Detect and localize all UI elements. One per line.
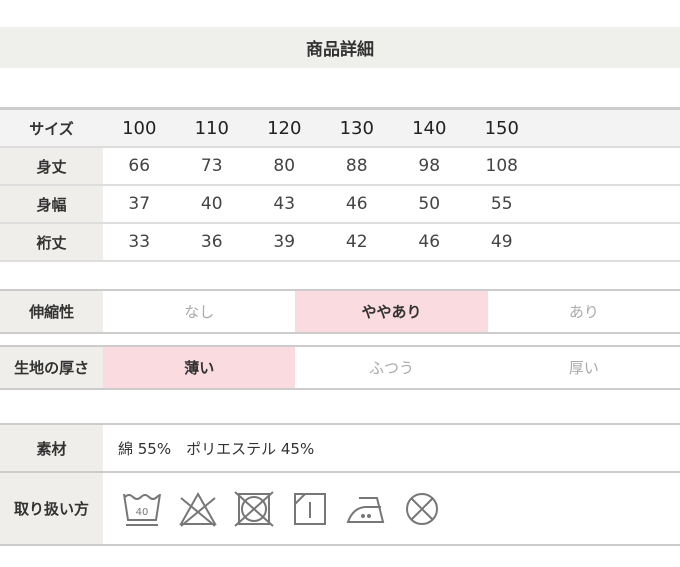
page-title: 商品詳細: [0, 27, 680, 68]
stretch-option-some: ややあり: [295, 290, 488, 334]
size-cell: 110: [175, 108, 248, 148]
iron-medium-icon: [346, 496, 385, 523]
value-cell: 80: [248, 147, 321, 186]
value-cell: 37: [103, 185, 176, 224]
size-cell: 100: [103, 108, 176, 148]
row-label: 裄丈: [0, 223, 103, 262]
no-tumble-dry-icon: [234, 490, 274, 527]
value-cell: 66: [103, 147, 176, 186]
value-cell: 36: [175, 223, 248, 262]
stretch-option-none: なし: [103, 290, 296, 334]
size-cell: 140: [393, 108, 466, 148]
value-cell: 108: [465, 147, 538, 186]
material-value: 綿 55% ポリエステル 45%: [103, 424, 680, 473]
svg-text:40: 40: [136, 507, 149, 518]
value-cell: 88: [320, 147, 393, 186]
value-cell: 55: [465, 185, 538, 224]
care-label: 取り扱い方: [0, 472, 103, 546]
table-row: 裄丈 33 36 39 42 46 49: [0, 223, 680, 262]
drip-dry-shade-icon: [294, 492, 326, 525]
value-cell: 98: [393, 147, 466, 186]
size-header-label: サイズ: [0, 108, 103, 148]
size-table: サイズ 100 110 120 130 140 150 身丈 66 73 80 …: [0, 107, 680, 262]
stretch-option-yes: あり: [487, 290, 680, 334]
value-cell: 46: [393, 223, 466, 262]
value-cell: 33: [103, 223, 176, 262]
value-cell: 43: [248, 185, 321, 224]
stretch-table: 伸縮性 なし ややあり あり: [0, 289, 680, 334]
value-cell: 73: [175, 147, 248, 186]
value-cell: 50: [393, 185, 466, 224]
care-icons: 40: [103, 490, 680, 528]
value-cell: 49: [465, 223, 538, 262]
thickness-table: 生地の厚さ 薄い ふつう 厚い: [0, 345, 680, 390]
material-care-table: 素材 綿 55% ポリエステル 45% 取り扱い方 40: [0, 423, 680, 546]
table-row: 身丈 66 73 80 88 98 108: [0, 147, 680, 186]
value-cell: 40: [175, 185, 248, 224]
row-label: 身丈: [0, 147, 103, 186]
stretch-label: 伸縮性: [0, 290, 104, 334]
value-cell: 39: [248, 223, 321, 262]
row-label: 身幅: [0, 185, 103, 224]
size-cell: 130: [320, 108, 393, 148]
material-label: 素材: [0, 424, 103, 473]
thickness-option-normal: ふつう: [295, 346, 488, 390]
no-bleach-icon: [179, 491, 217, 527]
size-header-row: サイズ 100 110 120 130 140 150: [0, 108, 680, 148]
value-cell: 46: [320, 185, 393, 224]
thickness-option-thin: 薄い: [103, 346, 296, 390]
size-cell: 120: [248, 108, 321, 148]
wash-40-icon: 40: [123, 493, 161, 526]
thickness-option-thick: 厚い: [487, 346, 680, 390]
value-cell: 42: [320, 223, 393, 262]
thickness-label: 生地の厚さ: [0, 346, 104, 390]
no-dry-clean-icon: [406, 492, 438, 525]
size-cell: 150: [465, 108, 538, 148]
table-row: 身幅 37 40 43 46 50 55: [0, 185, 680, 224]
